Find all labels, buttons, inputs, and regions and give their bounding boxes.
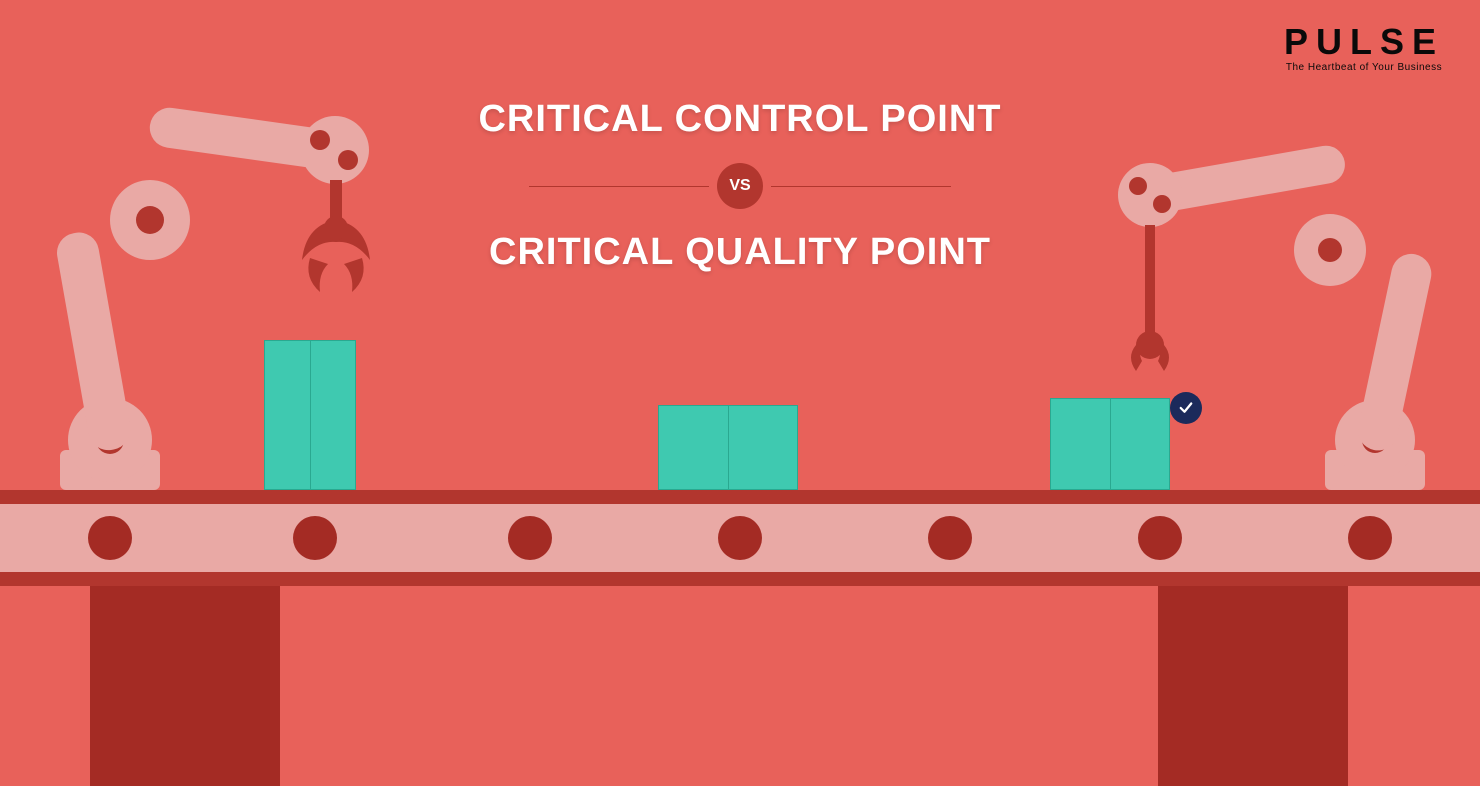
- conveyor-roller: [718, 516, 762, 560]
- title-line-1: CRITICAL CONTROL POINT: [390, 98, 1090, 141]
- conveyor-belt: [0, 490, 1480, 586]
- vs-line-right: [771, 186, 951, 187]
- robot-arm-left: [40, 70, 440, 500]
- robot-arm-right: [1060, 120, 1460, 500]
- title-line-2: CRITICAL QUALITY POINT: [390, 231, 1090, 274]
- conveyor-roller: [1138, 516, 1182, 560]
- conveyor-roller: [1348, 516, 1392, 560]
- vs-divider: VS: [390, 163, 1090, 209]
- brand-logo: PULSE The Heartbeat of Your Business: [1284, 24, 1444, 73]
- logo-text: PULSE: [1284, 24, 1444, 60]
- conveyor-roller: [88, 516, 132, 560]
- box-seam: [728, 406, 729, 489]
- belt-bottom-edge: [0, 572, 1480, 586]
- title-block: CRITICAL CONTROL POINT VS CRITICAL QUALI…: [390, 98, 1090, 274]
- product-box: [658, 405, 798, 490]
- conveyor-leg: [90, 586, 280, 786]
- vs-line-left: [529, 186, 709, 187]
- conveyor-leg: [1158, 586, 1348, 786]
- conveyor-roller: [508, 516, 552, 560]
- vs-badge: VS: [717, 163, 763, 209]
- logo-tagline: The Heartbeat of Your Business: [1284, 62, 1444, 73]
- conveyor-roller: [928, 516, 972, 560]
- conveyor-roller: [293, 516, 337, 560]
